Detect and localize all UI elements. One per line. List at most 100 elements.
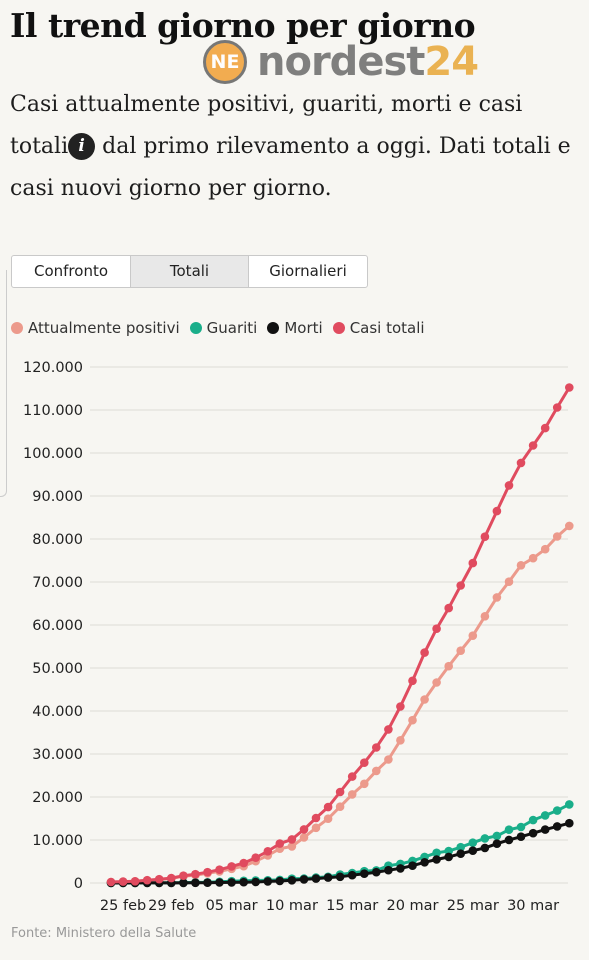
data-point [263, 847, 273, 856]
data-point [239, 858, 248, 868]
tab-totali[interactable]: Totali [131, 256, 249, 287]
y-tick-label: 70.000 [32, 575, 83, 591]
data-point [480, 612, 490, 621]
data-point [287, 835, 297, 844]
info-icon[interactable]: i [68, 133, 96, 160]
data-point [372, 867, 381, 877]
data-point [142, 875, 152, 885]
data-point [444, 603, 454, 613]
data-point [420, 858, 429, 867]
data-point [432, 678, 441, 687]
data-point [323, 814, 333, 823]
data-point [179, 878, 188, 888]
data-point [420, 648, 429, 657]
legend-dot-icon [332, 322, 345, 334]
data-point [347, 772, 357, 781]
data-point [396, 702, 405, 711]
x-tick-label: 10 mar [266, 898, 318, 914]
y-tick-label: 40.000 [32, 704, 83, 720]
data-point [372, 766, 381, 776]
watermark-text: nordest24 [257, 39, 479, 85]
data-point [456, 646, 466, 655]
data-point [504, 577, 514, 586]
y-tick-label: 20.000 [32, 790, 83, 806]
x-tick-label: 25 feb [100, 898, 146, 914]
data-point [299, 833, 309, 842]
data-point [372, 743, 381, 752]
data-point [191, 869, 200, 879]
data-point [275, 839, 285, 848]
data-point [275, 876, 285, 886]
legend-label: Casi totali [349, 319, 425, 337]
y-tick-label: 60.000 [32, 618, 83, 634]
data-point [492, 593, 502, 602]
data-point [565, 521, 574, 531]
data-point [504, 481, 514, 490]
data-point [565, 383, 574, 392]
y-tick-label: 90.000 [32, 489, 83, 505]
data-point [384, 865, 393, 875]
data-point [504, 825, 514, 834]
data-point [528, 828, 538, 838]
data-point [516, 561, 526, 570]
y-tick-label: 30.000 [32, 747, 83, 763]
chart-legend: Attualmente positivi Guariti Morti Casi … [11, 319, 425, 337]
data-point [540, 423, 550, 433]
data-point [480, 532, 490, 541]
data-point [227, 862, 236, 871]
data-point [203, 878, 212, 887]
data-point [311, 823, 321, 833]
data-point [432, 848, 441, 858]
data-point [540, 825, 550, 834]
tab-giornalieri[interactable]: Giornalieri [269, 262, 347, 280]
data-point [396, 864, 405, 873]
data-point [179, 871, 188, 880]
y-tick-label: 120.000 [23, 360, 83, 376]
chart-view-tabs: Confronto Totali Giornalieri [11, 255, 368, 288]
line-chart: 0 10.000 20.000 30.000 40.000 50.000 60.000 70.… [23, 360, 574, 914]
data-point [468, 846, 478, 855]
series-casi-totali [106, 383, 574, 887]
x-tick-label: 29 feb [148, 898, 194, 914]
data-point [552, 822, 562, 831]
x-tick-label: 05 mar [206, 898, 258, 914]
legend-item-morti[interactable]: Morti [267, 319, 323, 337]
data-point [456, 581, 466, 590]
data-point [516, 822, 526, 832]
subtitle-text-2: dal primo rilevamento a oggi. Dati total… [10, 134, 571, 201]
data-point [480, 843, 490, 853]
data-point [468, 838, 478, 847]
x-tick-label: 15 mar [326, 898, 378, 914]
data-point [432, 855, 441, 864]
data-point [540, 544, 550, 554]
data-point [492, 506, 502, 516]
y-tick-label: 50.000 [32, 661, 83, 677]
data-point [456, 842, 466, 852]
data-point [215, 865, 224, 874]
data-point [565, 800, 574, 809]
data-point [408, 861, 417, 870]
data-point [239, 877, 248, 887]
data-point [504, 835, 514, 845]
data-point [468, 558, 478, 568]
legend-item-attualmente-positivi[interactable]: Attualmente positivi [11, 319, 180, 337]
data-point [263, 877, 273, 886]
data-point [492, 839, 502, 848]
data-point [360, 779, 369, 789]
legend-item-casi-totali[interactable]: Casi totali [332, 319, 425, 337]
data-point [516, 458, 526, 468]
data-point [287, 876, 297, 885]
data-point [552, 532, 562, 541]
data-point [154, 874, 164, 884]
data-point [335, 802, 345, 811]
data-point [444, 846, 454, 856]
data-point [444, 661, 454, 671]
data-point [456, 849, 466, 858]
data-point [384, 725, 393, 734]
tab-confronto[interactable]: Confronto [12, 256, 131, 287]
data-point [118, 877, 128, 886]
legend-item-guariti[interactable]: Guariti [189, 319, 257, 337]
data-point [528, 441, 538, 450]
data-point [384, 755, 393, 764]
nordest24-logo-icon: NE [203, 40, 247, 84]
